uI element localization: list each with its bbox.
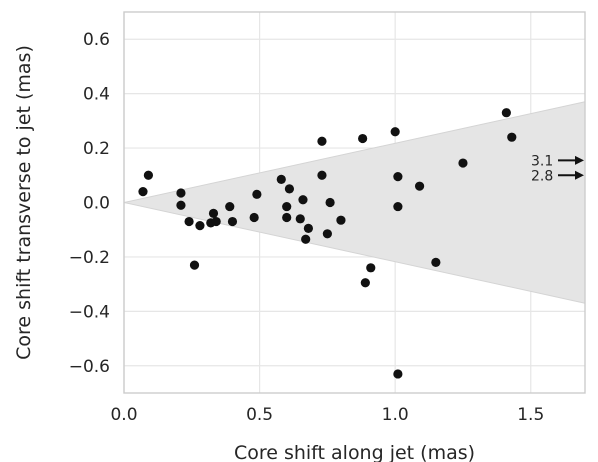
data-point bbox=[431, 257, 441, 267]
data-point bbox=[249, 212, 259, 223]
y-tick-label: −0.6 bbox=[69, 357, 110, 377]
offscale-arrow-head bbox=[575, 170, 584, 180]
data-point bbox=[322, 229, 332, 239]
data-point bbox=[336, 215, 346, 225]
x-tick-label: 0.0 bbox=[110, 405, 137, 425]
y-tick-label: 0.2 bbox=[83, 139, 110, 159]
data-point bbox=[143, 170, 154, 180]
x-tick-label: 1.0 bbox=[382, 405, 409, 425]
data-point bbox=[507, 132, 517, 142]
data-point bbox=[225, 201, 235, 212]
data-point bbox=[298, 195, 308, 205]
data-point bbox=[393, 201, 403, 212]
cone-region bbox=[123, 101, 586, 304]
data-point bbox=[458, 158, 468, 168]
data-point bbox=[358, 133, 368, 144]
data-point bbox=[360, 278, 370, 288]
x-tick-label: 1.5 bbox=[517, 405, 544, 425]
y-axis-ticks: −0.6 −0.4 −0.2 0.0 0.2 0.4 0.6 bbox=[69, 30, 110, 377]
offscale-annotations: 3.12.8 bbox=[531, 153, 584, 184]
offscale-annotation-label: 3.1 bbox=[531, 153, 553, 169]
data-point bbox=[189, 260, 200, 270]
data-point bbox=[176, 188, 186, 198]
x-axis-label: Core shift along jet (mas) bbox=[234, 442, 475, 462]
y-tick-label: 0.0 bbox=[83, 194, 110, 214]
y-tick-label: 0.4 bbox=[83, 85, 110, 105]
data-point bbox=[276, 174, 286, 184]
data-point bbox=[414, 181, 425, 191]
data-point bbox=[252, 189, 262, 199]
data-point bbox=[176, 200, 186, 210]
x-tick-label: 0.5 bbox=[246, 405, 273, 425]
offscale-annotation-label: 2.8 bbox=[531, 168, 553, 184]
data-points bbox=[138, 108, 517, 379]
data-point bbox=[295, 214, 305, 224]
data-point bbox=[317, 136, 327, 146]
data-point bbox=[317, 170, 327, 180]
y-tick-label: −0.2 bbox=[69, 248, 110, 268]
data-point bbox=[325, 197, 335, 208]
data-point bbox=[303, 223, 313, 233]
offscale-arrow-head bbox=[575, 155, 584, 165]
data-point bbox=[195, 221, 205, 231]
data-point bbox=[211, 216, 221, 227]
x-axis-ticks: 0.0 0.5 1.0 1.5 bbox=[110, 405, 544, 425]
data-point bbox=[366, 263, 376, 273]
data-point bbox=[390, 127, 400, 137]
grid-lines bbox=[123, 12, 585, 393]
data-point bbox=[184, 216, 194, 227]
y-axis-label: Core shift transverse to jet (mas) bbox=[13, 45, 35, 360]
data-point bbox=[227, 216, 238, 227]
data-point bbox=[284, 184, 295, 194]
y-tick-label: 0.6 bbox=[83, 30, 110, 50]
plot-frame bbox=[123, 11, 586, 394]
data-point bbox=[208, 208, 219, 218]
y-tick-label: −0.4 bbox=[69, 302, 110, 322]
data-point bbox=[501, 108, 511, 118]
data-point bbox=[393, 369, 403, 379]
data-point bbox=[138, 187, 148, 197]
data-point bbox=[393, 172, 403, 182]
data-point bbox=[282, 201, 292, 212]
data-point bbox=[301, 234, 311, 244]
data-point bbox=[282, 212, 292, 223]
